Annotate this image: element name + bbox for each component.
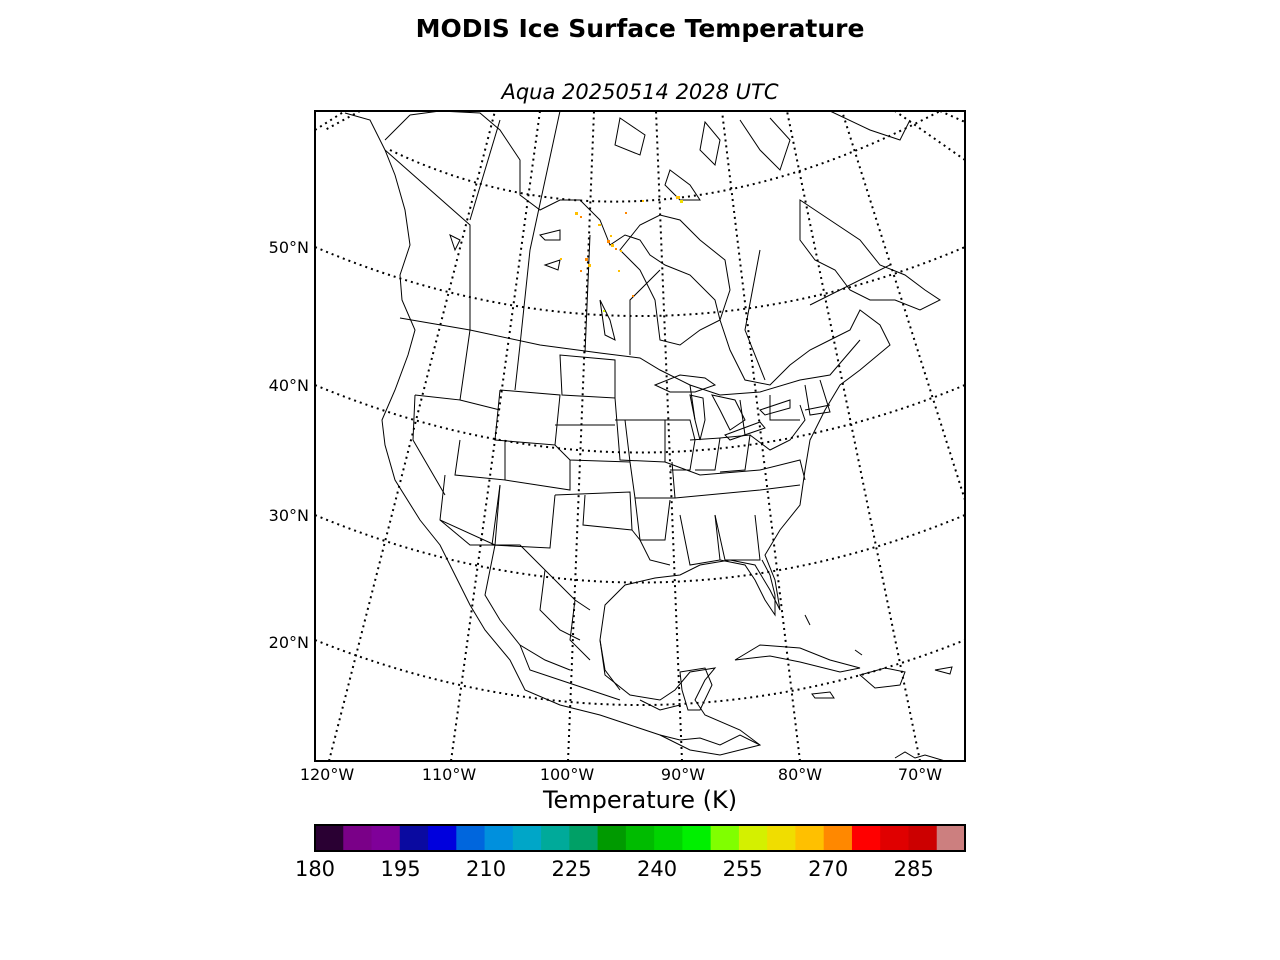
meridian-lines [324,111,965,761]
florida-coast [719,559,776,617]
colorbar-ticks: 180 195 210 225 240 255 270 285 [295,857,934,881]
colorbar-cell [399,825,429,851]
bahamas-island [804,614,811,626]
arctic-island [614,117,646,156]
colorbar-tick-label: 195 [380,857,420,881]
colorbar-cell [654,825,683,851]
lake-erie [724,421,766,441]
lon-label-90w: 90°W [661,765,705,784]
lon-label-120w: 120°W [300,765,355,784]
lake-athabasca [543,259,561,271]
colorbar-cell [315,825,344,851]
colorbar-cell [371,825,401,851]
map-frame [314,110,966,762]
colorbar-frame [314,824,966,852]
parallel-lines [315,111,965,706]
continent-coastline [344,111,891,756]
bahamas-island [854,649,863,656]
mexico-state-borders [439,519,681,711]
lake-huron [711,394,746,431]
colorbar-cell [569,825,599,851]
hispaniola-coast [858,667,906,689]
yucatan-coast [679,667,713,711]
colorbar-tick-label: 285 [894,857,934,881]
hudson-bay-coast [619,214,731,346]
cuba-coast [734,644,861,673]
colorbar-label: Temperature (K) [542,786,738,814]
lon-label-80w: 80°W [778,765,822,784]
state-borders [412,329,831,566]
colorbar-cell [428,825,457,851]
colorbar-cell [541,825,570,851]
lake-michigan [689,394,706,441]
jamaica-coast [811,691,835,699]
colorbar-cell [710,825,740,851]
south-america-coast [894,751,946,761]
lake-winnipeg [599,299,616,341]
colorbar-cell [936,825,966,851]
colorbar-cell [795,825,825,851]
great-slave-lake [539,229,561,241]
colorbar-tick-label: 255 [723,857,763,881]
colorbar-tick-label: 210 [466,857,506,881]
colorbar-cell [908,825,938,851]
colorbar-tick-label: 225 [552,857,592,881]
colorbar-cell [880,825,909,851]
great-bear-lake [449,234,461,252]
colorbar-cell [484,825,514,851]
lat-label-30n: 30°N [269,506,309,525]
colorbar-cells [315,825,966,851]
map-subtitle: Aqua 20250514 2028 UTC [501,80,779,104]
arctic-island [664,169,701,201]
colorbar-cell [512,825,542,851]
colorbar-tick-label: 270 [808,857,848,881]
lon-label-100w: 100°W [540,765,595,784]
arctic-island [739,117,791,171]
lon-label-110w: 110°W [422,765,477,784]
lake-ontario [759,399,791,416]
central-america-borders [659,734,761,746]
colorbar-cell [343,825,373,851]
colorbar-cell [597,825,627,851]
labrador-coast [799,199,941,311]
colorbar-cell [625,825,655,851]
province-borders [384,111,891,381]
lat-label-50n: 50°N [269,238,309,257]
lat-label-40n: 40°N [269,376,309,395]
puerto-rico-coast [934,666,953,675]
temperature-map: 50°N 40°N 30°N 20°N 120°W 110°W 100°W 90… [269,110,966,784]
map-background [315,111,965,761]
map-title: MODIS Ice Surface Temperature [415,14,865,43]
lat-label-20n: 20°N [269,633,309,652]
colorbar-cell [682,825,712,851]
colorbar-cell [851,825,881,851]
colorbar-cell [767,825,796,851]
arctic-island [699,120,721,167]
colorbar-cell [823,825,853,851]
lon-label-70w: 70°W [898,765,942,784]
colorbar-tick-label: 180 [295,857,335,881]
temperature-pixels [560,196,683,312]
colorbar-tick-label: 240 [637,857,677,881]
colorbar-cell [738,825,768,851]
arctic-island [829,111,911,141]
lake-superior [653,374,717,393]
colorbar-cell [456,825,486,851]
